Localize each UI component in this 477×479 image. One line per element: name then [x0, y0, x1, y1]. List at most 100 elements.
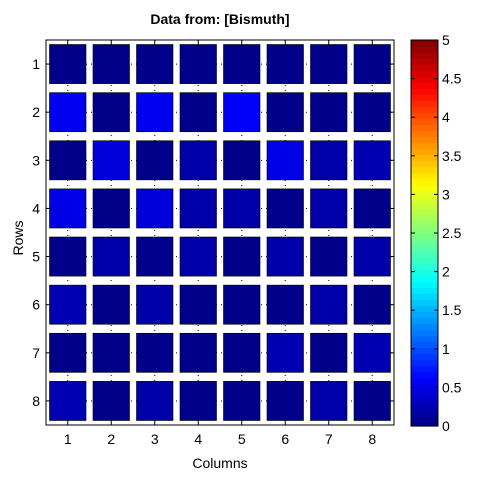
y-tick-label: 1 — [32, 56, 40, 72]
heatmap-cell — [49, 236, 87, 277]
x-tick-label: 2 — [107, 431, 115, 447]
heatmap-cell — [92, 284, 130, 325]
heatmap-cell — [136, 332, 174, 373]
heatmap-cell — [353, 236, 391, 277]
heatmap-cell — [179, 140, 217, 181]
colorbar-tick-label: 0.5 — [442, 379, 462, 395]
colorbar-segment — [411, 323, 438, 331]
colorbar-segment — [411, 293, 438, 300]
heatmap-cell — [179, 381, 217, 421]
colorbar: 0 0.5 1 1.5 2 2.5 3 3.5 4 4.5 5 — [410, 32, 462, 434]
y-axis-label: Rows — [10, 220, 26, 255]
x-tick-label: 6 — [281, 431, 289, 447]
y-tick-label: 8 — [32, 393, 40, 409]
heatmap-cell — [223, 332, 261, 373]
x-tick-label: 8 — [368, 431, 376, 447]
colorbar-segment — [411, 196, 438, 204]
colorbar-segment — [411, 263, 438, 270]
x-tick-label: 1 — [64, 431, 72, 447]
heatmap-cell — [92, 44, 130, 84]
colorbar-tick-label: 4 — [442, 109, 450, 125]
colorbar-segment — [411, 124, 438, 132]
heatmap-cell — [179, 44, 217, 84]
heatmap-cell — [49, 381, 87, 421]
heatmap-cell — [310, 188, 348, 229]
colorbar-segment — [411, 208, 438, 216]
colorbar-tick-label: 5 — [442, 32, 450, 48]
heatmap-cell — [310, 140, 348, 181]
colorbar-segment — [411, 359, 438, 367]
heatmap-cell — [49, 92, 87, 133]
colorbar-segment — [411, 136, 438, 144]
heatmap-cell — [49, 44, 87, 84]
colorbar-segment — [411, 275, 438, 282]
heatmap-cell — [179, 284, 217, 325]
plot-area: 1 2 3 4 5 6 7 8 1 2 3 4 5 6 7 8 — [32, 39, 395, 447]
heatmap-cell — [353, 332, 391, 373]
colorbar-segment — [411, 40, 438, 47]
heatmap-cell — [92, 140, 130, 181]
heatmap-cell — [49, 332, 87, 373]
colorbar-tick-label: 2 — [442, 264, 450, 280]
heatmap-cell — [136, 44, 174, 84]
colorbar-segment — [411, 46, 438, 53]
colorbar-segment — [411, 257, 438, 264]
colorbar-segment — [411, 317, 438, 325]
colorbar-segment — [411, 383, 438, 391]
heatmap-cell — [266, 140, 304, 181]
heatmap-cell — [49, 188, 87, 229]
x-axis-label: Columns — [192, 455, 247, 471]
colorbar-segment — [411, 305, 438, 313]
y-tick-label: 6 — [32, 297, 40, 313]
colorbar-segment — [411, 214, 438, 222]
heatmap-cell — [223, 236, 261, 277]
colorbar-segment — [411, 341, 438, 349]
heatmap-cell — [266, 92, 304, 133]
colorbar-segment — [411, 76, 438, 83]
colorbar-segment — [411, 178, 438, 186]
x-tick-label: 5 — [238, 431, 246, 447]
heatmap-cell — [310, 92, 348, 133]
colorbar-segment — [411, 166, 438, 174]
heatmap-cell — [92, 92, 130, 133]
heatmap-cell — [310, 332, 348, 373]
colorbar-segment — [411, 70, 438, 77]
heatmap-cell — [136, 188, 174, 229]
colorbar-segment — [411, 82, 438, 89]
colorbar-segment — [411, 281, 438, 288]
colorbar-tick-label: 1.5 — [442, 302, 462, 318]
heatmap-cell — [310, 236, 348, 277]
y-tick-label: 5 — [32, 249, 40, 265]
colorbar-segment — [411, 287, 438, 294]
colorbar-segment — [411, 395, 438, 403]
colorbar-segment — [411, 118, 438, 126]
heatmap-cell — [353, 381, 391, 421]
x-tick-label: 4 — [194, 431, 202, 447]
heatmap-cell — [92, 188, 130, 229]
y-tick-label: 3 — [32, 152, 40, 168]
colorbar-segment — [411, 130, 438, 138]
colorbar-tick-label: 3 — [442, 186, 450, 202]
colorbar-tick-label: 1 — [442, 341, 450, 357]
colorbar-segment — [411, 94, 438, 101]
colorbar-segment — [411, 184, 438, 192]
heatmap-cell — [266, 236, 304, 277]
colorbar-segment — [411, 299, 438, 306]
colorbar-segment — [411, 190, 438, 198]
y-tick-label: 7 — [32, 345, 40, 361]
heatmap-cell — [266, 332, 304, 373]
colorbar-segment — [411, 154, 438, 162]
colorbar-segment — [411, 58, 438, 65]
colorbar-segment — [411, 106, 438, 113]
colorbar-segment — [411, 251, 438, 258]
colorbar-segment — [411, 160, 438, 168]
heatmap-cell — [310, 381, 348, 421]
colorbar-segment — [411, 413, 438, 421]
heatmap-cell — [223, 188, 261, 229]
heatmap-cell — [92, 236, 130, 277]
colorbar-tick-label: 2.5 — [442, 225, 462, 241]
colorbar-segment — [411, 233, 438, 240]
colorbar-segment — [411, 401, 438, 409]
